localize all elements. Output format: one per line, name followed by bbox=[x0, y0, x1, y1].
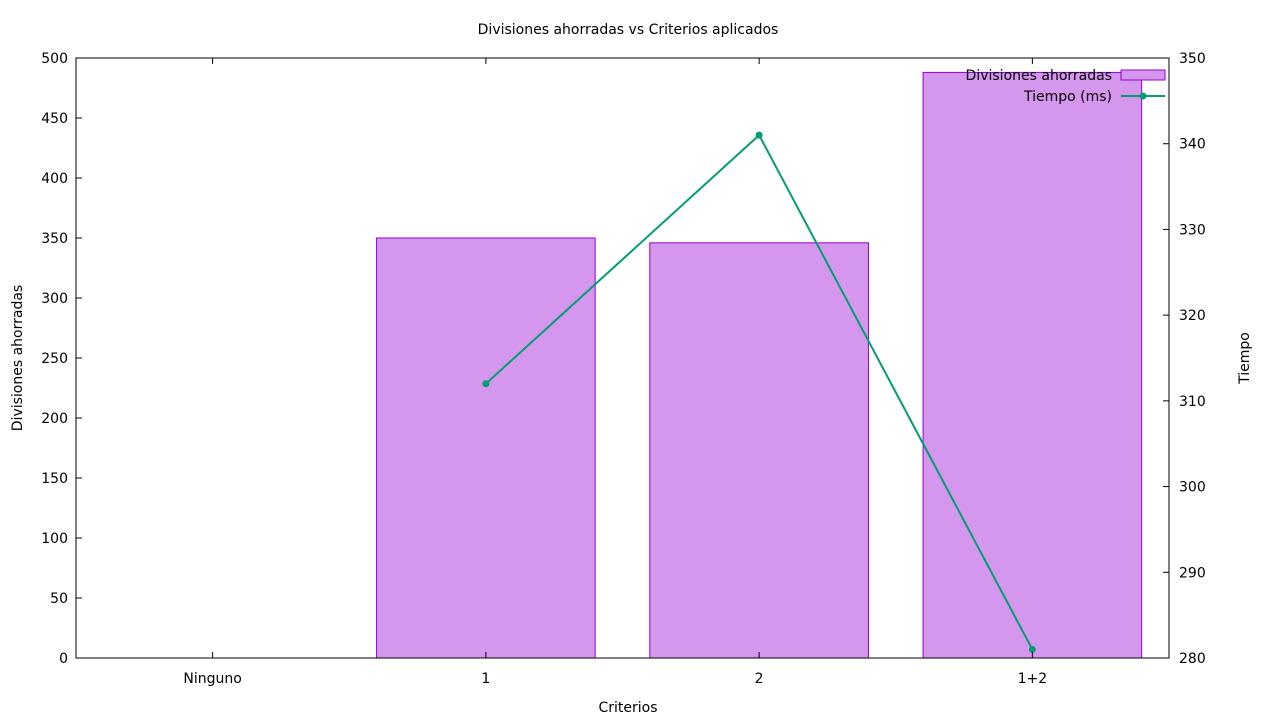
x-axis-label: Criterios bbox=[598, 700, 657, 716]
y-tick-label: 250 bbox=[41, 351, 68, 367]
tiempo-point bbox=[755, 131, 763, 139]
y2-tick-label: 340 bbox=[1179, 137, 1206, 153]
y2-tick-label: 330 bbox=[1179, 222, 1206, 238]
y-axis-label: Divisiones ahorradas bbox=[10, 285, 26, 431]
legend-swatch-divisiones bbox=[1120, 69, 1166, 81]
line-layer bbox=[482, 131, 1036, 653]
y2-tick-label: 300 bbox=[1179, 480, 1206, 496]
y-tick-label: 350 bbox=[41, 231, 68, 247]
legend: Divisiones ahorradas Tiempo (ms) bbox=[966, 68, 1166, 105]
chart-title: Divisiones ahorradas vs Criterios aplica… bbox=[478, 22, 779, 38]
y-tick-label: 50 bbox=[50, 591, 68, 607]
y-tick-label: 400 bbox=[41, 171, 68, 187]
x-tick-label: 1 bbox=[481, 671, 490, 687]
y-tick-label: 300 bbox=[41, 291, 68, 307]
y2-axis-ticks: 280 290 300 310 320 330 340 350 bbox=[1163, 51, 1206, 667]
y-tick-label: 100 bbox=[41, 531, 68, 547]
y-tick-label: 500 bbox=[41, 51, 68, 67]
y2-tick-label: 310 bbox=[1179, 394, 1206, 410]
y-axis-ticks: 0 50 100 150 200 250 300 350 400 450 500 bbox=[41, 51, 82, 667]
x-axis-ticks: Ninguno 1 2 1+2 bbox=[183, 58, 1047, 687]
y2-tick-label: 350 bbox=[1179, 51, 1206, 67]
y2-tick-label: 290 bbox=[1179, 565, 1206, 581]
x-tick-label: Ninguno bbox=[183, 671, 241, 687]
y-tick-label: 200 bbox=[41, 411, 68, 427]
x-tick-label: 1+2 bbox=[1018, 671, 1048, 687]
bar-2 bbox=[649, 242, 869, 659]
y-tick-label: 450 bbox=[41, 111, 68, 127]
x-tick-label: 2 bbox=[755, 671, 764, 687]
tiempo-point bbox=[1028, 645, 1036, 653]
legend-label-divisiones: Divisiones ahorradas bbox=[966, 68, 1112, 84]
y2-axis-label: Tiempo bbox=[1237, 332, 1253, 385]
legend-label-tiempo: Tiempo (ms) bbox=[1023, 89, 1112, 105]
bars-layer bbox=[376, 71, 1143, 659]
y-tick-label: 0 bbox=[59, 651, 68, 667]
legend-marker-tiempo bbox=[1139, 92, 1147, 100]
y-tick-label: 150 bbox=[41, 471, 68, 487]
bar-1 bbox=[376, 237, 596, 659]
y2-tick-label: 320 bbox=[1179, 308, 1206, 324]
tiempo-point bbox=[482, 380, 490, 388]
y2-tick-label: 280 bbox=[1179, 651, 1206, 667]
bar-1+2 bbox=[922, 71, 1143, 659]
